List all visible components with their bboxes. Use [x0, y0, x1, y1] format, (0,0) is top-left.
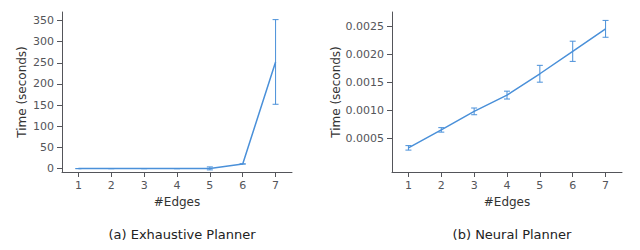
- svg-text:5: 5: [536, 179, 543, 192]
- svg-text:150: 150: [33, 99, 54, 112]
- svg-text:4: 4: [174, 179, 181, 192]
- svg-text:7: 7: [272, 179, 279, 192]
- svg-text:200: 200: [33, 77, 54, 90]
- svg-text:250: 250: [33, 56, 54, 69]
- svg-text:Time (seconds): Time (seconds): [15, 46, 29, 139]
- svg-text:1: 1: [405, 179, 412, 192]
- svg-text:100: 100: [33, 120, 54, 133]
- svg-text:5: 5: [206, 179, 213, 192]
- svg-text:350: 350: [33, 14, 54, 27]
- svg-text:1: 1: [75, 179, 82, 192]
- svg-text:3: 3: [471, 179, 478, 192]
- svg-text:0.0005: 0.0005: [346, 132, 385, 145]
- svg-text:3: 3: [141, 179, 148, 192]
- svg-text:50: 50: [40, 141, 54, 154]
- svg-text:(a) Exhaustive Planner: (a) Exhaustive Planner: [108, 227, 256, 242]
- svg-text:#Edges: #Edges: [154, 195, 201, 209]
- svg-text:7: 7: [602, 179, 609, 192]
- svg-text:#Edges: #Edges: [484, 195, 531, 209]
- svg-text:0.0015: 0.0015: [346, 76, 385, 89]
- svg-text:2: 2: [108, 179, 115, 192]
- svg-text:6: 6: [569, 179, 576, 192]
- svg-text:Time (seconds): Time (seconds): [329, 46, 343, 139]
- svg-text:0.0025: 0.0025: [346, 20, 385, 33]
- svg-text:2: 2: [438, 179, 445, 192]
- svg-text:0: 0: [47, 162, 54, 175]
- svg-text:4: 4: [504, 179, 511, 192]
- svg-text:0.0020: 0.0020: [346, 48, 385, 61]
- svg-text:(b) Neural Planner: (b) Neural Planner: [453, 227, 572, 242]
- svg-text:6: 6: [239, 179, 246, 192]
- svg-text:300: 300: [33, 35, 54, 48]
- svg-text:0.0010: 0.0010: [346, 104, 385, 117]
